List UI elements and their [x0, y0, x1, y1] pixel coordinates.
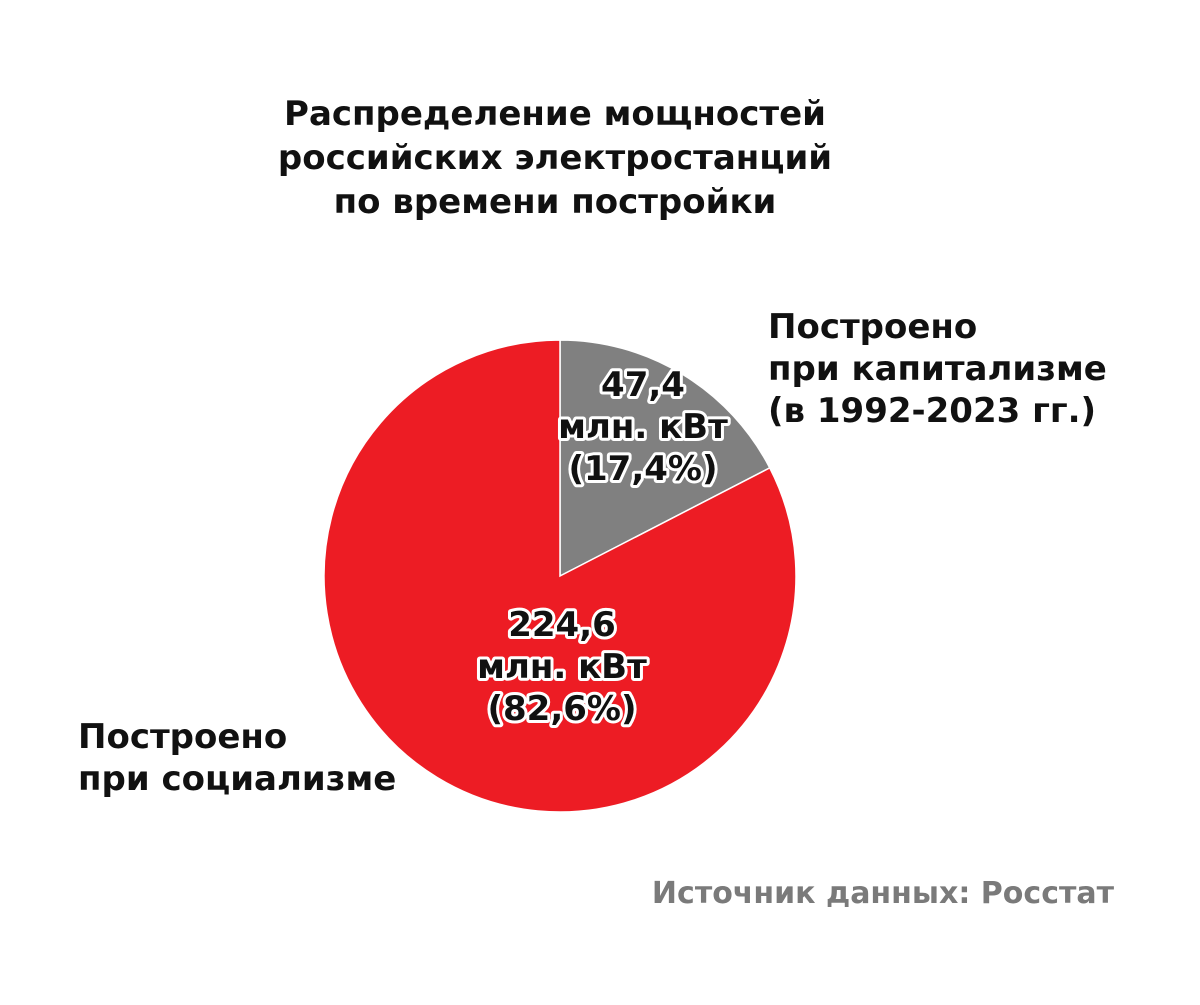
chart-title-line-3: по времени постройки [333, 182, 777, 222]
pie-slice-capitalism [559, 339, 771, 578]
slice-value-label-capitalism-line-2: млн. кВт [558, 407, 728, 447]
slice-value-label-capitalism-line-1: 47,4 [601, 365, 685, 405]
slice-label-socialism-line-2: при социализме [78, 759, 397, 799]
slice-label-socialism-line-1: Построено [78, 717, 288, 757]
slice-value-label-socialism: 224,6 млн. кВт (82,6%) [477, 605, 647, 729]
chart-title-line-1: Распределение мощностей [284, 94, 826, 134]
slice-label-socialism: Построено при социализме [78, 716, 396, 800]
slice-label-capitalism-line-3: (в 1992-2023 гг.) [768, 391, 1097, 431]
slice-value-label-capitalism: 47,4 млн. кВт (17,4%) [558, 365, 728, 489]
slice-label-capitalism-line-1: Построено [768, 307, 978, 347]
slice-label-capitalism: Построено при капитализме (в 1992-2023 г… [768, 306, 1107, 432]
slice-value-label-capitalism-line-3: (17,4%) [568, 449, 717, 489]
chart-title-line-2: российских электростанций [277, 138, 833, 178]
chart-title: Распределение мощностей российских элект… [220, 92, 890, 224]
pie-slice-socialism [323, 339, 797, 813]
slice-value-label-socialism-line-1: 224,6 [508, 605, 616, 645]
slice-label-capitalism-line-2: при капитализме [768, 349, 1107, 389]
slice-value-label-socialism-line-2: млн. кВт [477, 647, 647, 687]
data-source-note: Источник данных: Росстат [651, 876, 1114, 911]
slice-value-label-socialism-line-3: (82,6%) [487, 689, 636, 729]
